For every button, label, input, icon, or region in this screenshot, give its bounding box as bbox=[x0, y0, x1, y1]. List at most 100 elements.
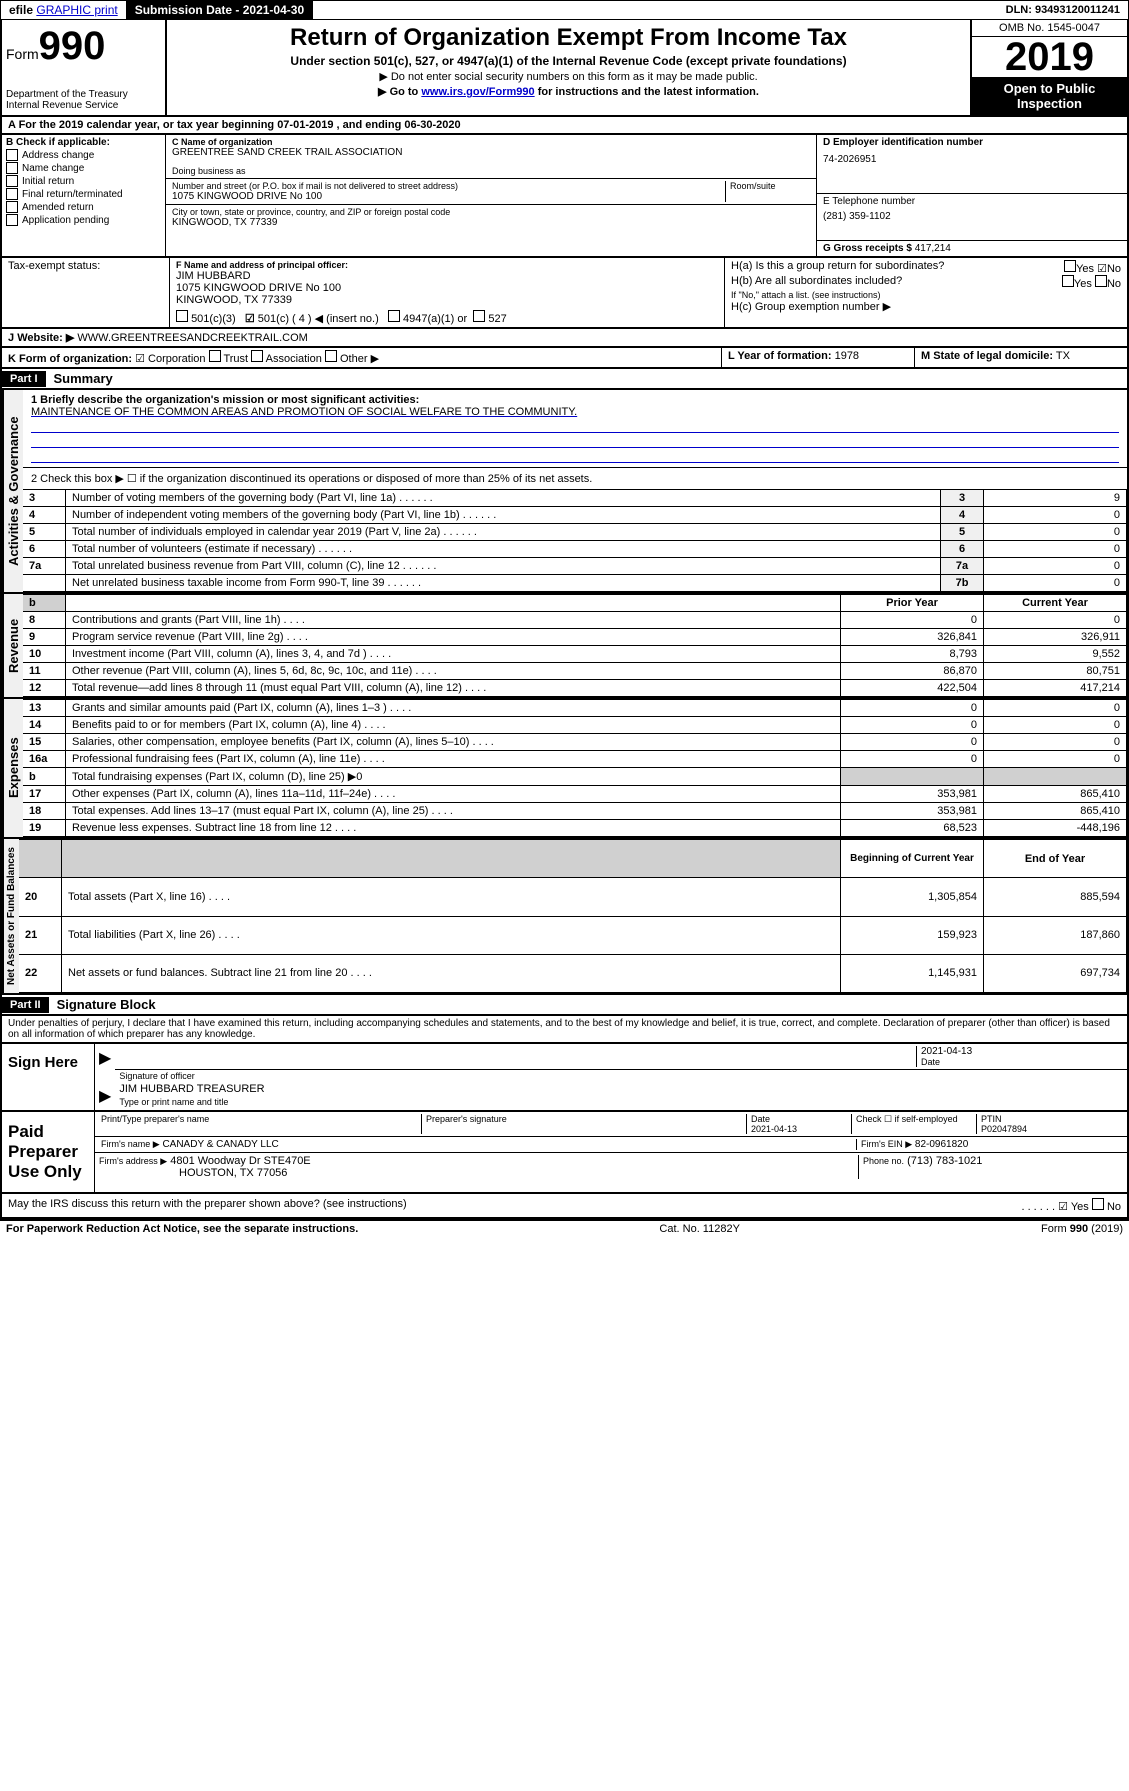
section-c: C Name of organization GREENTREE SAND CR… bbox=[166, 135, 816, 256]
gov-table: 3 Number of voting members of the govern… bbox=[23, 489, 1127, 592]
prep-date: Date2021-04-13 bbox=[746, 1114, 851, 1134]
footer-mid: Cat. No. 11282Y bbox=[659, 1223, 740, 1235]
cb-amended[interactable]: Amended return bbox=[6, 201, 161, 213]
top-bar: efile GRAPHIC print Submission Date - 20… bbox=[0, 0, 1129, 20]
firm-ein: 82-0961820 bbox=[915, 1139, 968, 1150]
blank-line bbox=[31, 448, 1119, 463]
table-row: b Total fundraising expenses (Part IX, c… bbox=[23, 768, 1127, 786]
table-row: 18 Total expenses. Add lines 13–17 (must… bbox=[23, 803, 1127, 820]
officer-signed-name: JIM HUBBARD TREASURER bbox=[115, 1082, 1127, 1096]
entity-info: B Check if applicable: Address change Na… bbox=[0, 135, 1129, 258]
table-row: 6 Total number of volunteers (estimate i… bbox=[23, 541, 1127, 558]
hc-label: H(c) Group exemption number ▶ bbox=[731, 300, 1121, 313]
org-address: 1075 KINGWOOD DRIVE No 100 bbox=[172, 191, 725, 202]
tax-year: 2019 bbox=[972, 37, 1127, 77]
phone-value: (281) 359-1102 bbox=[823, 211, 1121, 222]
cb-501c3[interactable] bbox=[176, 310, 188, 322]
section-fh: Tax-exempt status: F Name and address of… bbox=[0, 258, 1129, 329]
part1-title: Summary bbox=[46, 369, 121, 388]
hb-answer: Yes No bbox=[1062, 275, 1121, 290]
section-l: L Year of formation: 1978 bbox=[722, 348, 915, 367]
cb-initial-return[interactable]: Initial return bbox=[6, 175, 161, 187]
subtitle: Under section 501(c), 527, or 4947(a)(1)… bbox=[177, 54, 960, 68]
discuss-answer: . . . . . . ☑ Yes No bbox=[1021, 1198, 1121, 1213]
section-h: H(a) Is this a group return for subordin… bbox=[725, 258, 1127, 327]
net-label: Net Assets or Fund Balances bbox=[2, 839, 19, 993]
ha-label: H(a) Is this a group return for subordin… bbox=[731, 260, 944, 275]
q1-value: MAINTENANCE OF THE COMMON AREAS AND PROM… bbox=[31, 406, 1119, 418]
dln: DLN: 93493120011241 bbox=[998, 2, 1128, 18]
section-j: J Website: ▶ WWW.GREENTREESANDCREEKTRAIL… bbox=[0, 329, 1129, 348]
line-a: A For the 2019 calendar year, or tax yea… bbox=[0, 117, 1129, 135]
table-row: 15 Salaries, other compensation, employe… bbox=[23, 734, 1127, 751]
part2-title: Signature Block bbox=[49, 995, 164, 1014]
section-f: F Name and address of principal officer:… bbox=[170, 258, 725, 327]
gross-value: 417,214 bbox=[915, 243, 951, 254]
table-row: 17 Other expenses (Part IX, column (A), … bbox=[23, 786, 1127, 803]
submission-date: Submission Date - 2021-04-30 bbox=[127, 1, 313, 19]
discuss-label: May the IRS discuss this return with the… bbox=[8, 1198, 407, 1213]
org-city: KINGWOOD, TX 77339 bbox=[172, 217, 810, 228]
table-row: 20 Total assets (Part X, line 16) . . . … bbox=[19, 878, 1127, 916]
form-number: 990 bbox=[39, 24, 106, 68]
part1-header: Part I Summary bbox=[0, 369, 1129, 390]
title-box: Return of Organization Exempt From Incom… bbox=[167, 20, 970, 115]
section-i: Tax-exempt status: bbox=[2, 258, 170, 327]
section-b: B Check if applicable: Address change Na… bbox=[2, 135, 166, 256]
rev-section: Revenue b Prior Year Current Year 8 Cont… bbox=[0, 594, 1129, 699]
self-employed[interactable]: Check ☐ if self-employed bbox=[851, 1114, 976, 1134]
firm-phone-label: Phone no. bbox=[863, 1156, 904, 1166]
instruction-2: ▶ Go to www.irs.gov/Form990 for instruct… bbox=[177, 85, 960, 98]
firm-name-label: Firm's name ▶ bbox=[101, 1139, 160, 1149]
ein-value: 74-2026951 bbox=[823, 154, 1121, 165]
col-end: End of Year bbox=[984, 840, 1127, 878]
cb-address-change[interactable]: Address change bbox=[6, 149, 161, 161]
firm-ein-label: Firm's EIN ▶ bbox=[861, 1139, 912, 1149]
cb-application[interactable]: Application pending bbox=[6, 214, 161, 226]
j-label: J bbox=[8, 332, 14, 344]
cb-final-return[interactable]: Final return/terminated bbox=[6, 188, 161, 200]
exp-table: 13 Grants and similar amounts paid (Part… bbox=[23, 699, 1127, 837]
firm-name: CANADY & CANADY LLC bbox=[162, 1139, 278, 1150]
section-b-label: B Check if applicable: bbox=[6, 137, 161, 148]
k-label: K Form of organization: bbox=[8, 353, 132, 365]
preparer-section: Paid Preparer Use Only Print/Type prepar… bbox=[0, 1112, 1129, 1194]
cb-4947[interactable] bbox=[388, 310, 400, 322]
q2: 2 Check this box ▶ ☐ if the organization… bbox=[23, 468, 1127, 489]
form-header: Form990 Department of the Treasury Inter… bbox=[0, 20, 1129, 117]
department: Department of the Treasury Internal Reve… bbox=[6, 89, 161, 111]
officer-label: F Name and address of principal officer: bbox=[176, 260, 718, 270]
officer-addr: 1075 KINGWOOD DRIVE No 100 KINGWOOD, TX … bbox=[176, 282, 718, 306]
table-row: 13 Grants and similar amounts paid (Part… bbox=[23, 700, 1127, 717]
sign-section: Sign Here ▶ 2021-04-13Date Signature of … bbox=[0, 1044, 1129, 1112]
col-current: Current Year bbox=[984, 595, 1127, 612]
table-row: 3 Number of voting members of the govern… bbox=[23, 490, 1127, 507]
open-public: Open to Public Inspection bbox=[972, 77, 1127, 115]
website-label: Website: ▶ bbox=[17, 332, 74, 344]
arrow-icon: ▶ bbox=[95, 1044, 115, 1082]
firm-phone: (713) 783-1021 bbox=[907, 1155, 982, 1167]
efile-link[interactable]: efile GRAPHIC print bbox=[1, 1, 127, 19]
instruction-1: ▶ Do not enter social security numbers o… bbox=[177, 70, 960, 83]
sig-officer-label: Signature of officer bbox=[115, 1070, 1127, 1082]
table-row: 10 Investment income (Part VIII, column … bbox=[23, 646, 1127, 663]
ein-label: D Employer identification number bbox=[823, 137, 1121, 148]
table-row: 8 Contributions and grants (Part VIII, l… bbox=[23, 612, 1127, 629]
preparer-label: Paid Preparer Use Only bbox=[2, 1112, 95, 1192]
dba-label: Doing business as bbox=[172, 166, 810, 176]
phone-label: E Telephone number bbox=[823, 196, 1121, 207]
table-row: 12 Total revenue—add lines 8 through 11 … bbox=[23, 680, 1127, 697]
q1-label: 1 Briefly describe the organization's mi… bbox=[31, 394, 1119, 406]
col-begin: Beginning of Current Year bbox=[841, 840, 984, 878]
firm-addr-label: Firm's address ▶ bbox=[99, 1156, 167, 1166]
org-name-label: C Name of organization bbox=[172, 137, 810, 147]
section-deg: D Employer identification number 74-2026… bbox=[816, 135, 1127, 256]
exp-section: Expenses 13 Grants and similar amounts p… bbox=[0, 699, 1129, 839]
table-row: 22 Net assets or fund balances. Subtract… bbox=[19, 954, 1127, 992]
instr2-pre: ▶ Go to bbox=[378, 86, 421, 98]
cb-name-change[interactable]: Name change bbox=[6, 162, 161, 174]
gov-section: Activities & Governance 1 Briefly descri… bbox=[0, 390, 1129, 594]
cb-527[interactable] bbox=[473, 310, 485, 322]
irs-link[interactable]: www.irs.gov/Form990 bbox=[421, 86, 534, 98]
ptin: PTINP02047894 bbox=[976, 1114, 1121, 1134]
